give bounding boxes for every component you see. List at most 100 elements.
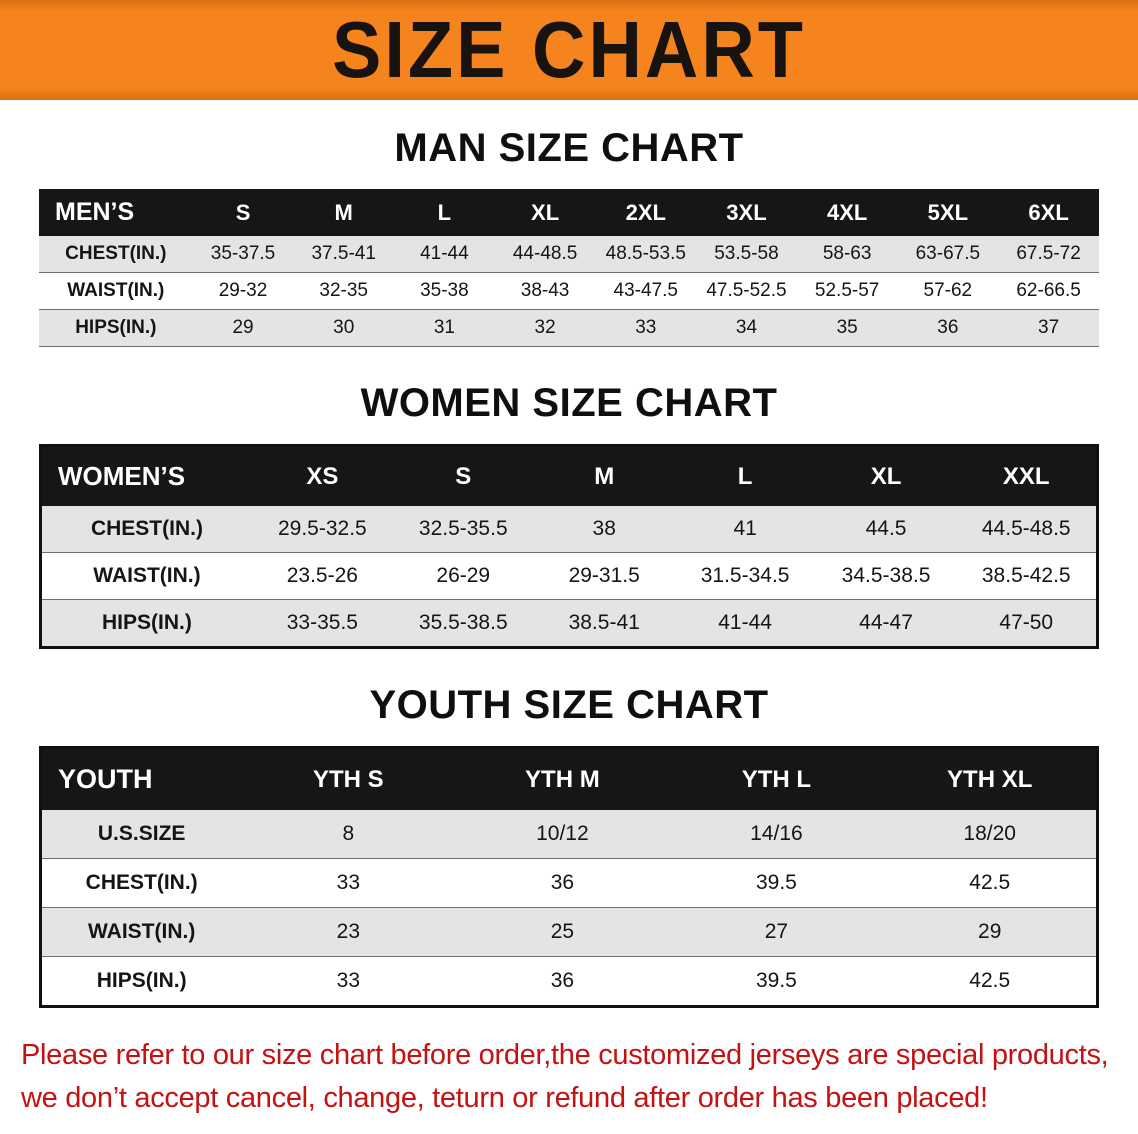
mens-size-table: MEN’S S M L XL 2XL 3XL 4XL 5XL 6XL CHEST(IN.) 35-37… xyxy=(39,189,1099,347)
table-cell: 34 xyxy=(696,309,797,347)
disclaimer-line-2: we don’t accept cancel, change, teturn o… xyxy=(21,1081,988,1114)
column-header: L xyxy=(674,445,816,506)
table-cell: 42.5 xyxy=(883,956,1098,1007)
table-row: HIPS(IN.) 33 36 39.5 42.5 xyxy=(40,956,1098,1007)
table-row: CHEST(IN.) 33 36 39.5 42.5 xyxy=(40,858,1098,908)
table-cell: 38.5-41 xyxy=(533,599,675,648)
table-cell: 23.5-26 xyxy=(251,552,393,600)
table-body: CHEST(IN.) 35-37.5 37.5-41 41-44 44-48.5 48.5… xyxy=(39,236,1099,347)
table-cell: 39.5 xyxy=(669,956,884,1007)
table-cell: 35-38 xyxy=(394,272,495,310)
table-cell: 57-62 xyxy=(897,272,999,310)
table-row: CHEST(IN.) 35-37.5 37.5-41 41-44 44-48.5 48.5… xyxy=(39,236,1099,273)
table-cell: 37 xyxy=(998,309,1099,347)
table-cell: 36 xyxy=(455,956,670,1007)
table-row: WAIST(IN.) 23.5-26 26-29 29-31.5 31.5-34.5 34… xyxy=(40,552,1098,600)
row-label: HIPS(IN.) xyxy=(39,309,193,347)
table-cell: 36 xyxy=(455,858,670,908)
table-cell: 35.5-38.5 xyxy=(392,599,534,648)
table-row: CHEST(IN.) 29.5-32.5 32.5-35.5 38 41 44.5 44.5… xyxy=(40,506,1098,553)
table-cell: 48.5-53.5 xyxy=(595,236,697,273)
header-row: YOUTH YTH S YTH M YTH L YTH XL xyxy=(40,747,1098,810)
womens-size-table: WOMEN’S XS S M L XL XXL CHEST(IN.) 29.5-32.5 32.5… xyxy=(39,444,1099,649)
column-header: XL xyxy=(815,445,957,506)
table-body: U.S.SIZE 8 10/12 14/16 18/20 CHEST(IN.) 33 36 39… xyxy=(40,810,1098,1007)
table-cell: 41-44 xyxy=(394,236,495,273)
table-cell: 41-44 xyxy=(674,599,816,648)
table-cell: 63-67.5 xyxy=(897,236,999,273)
table-row: WAIST(IN.) 23 25 27 29 xyxy=(40,907,1098,957)
table-cell: 53.5-58 xyxy=(696,236,797,273)
table-cell: 29-32 xyxy=(192,272,294,310)
row-label: CHEST(IN.) xyxy=(40,506,252,553)
table-cell: 32 xyxy=(494,309,596,347)
youth-size-chart-heading: YOUTH SIZE CHART xyxy=(369,683,769,727)
row-label: U.S.SIZE xyxy=(40,810,242,859)
youth-size-table-grid: YOUTH YTH S YTH M YTH L YTH XL U.S.SIZE 8 10/12… xyxy=(39,746,1099,1008)
column-header: M xyxy=(293,189,395,236)
youth-size-section: YOUTH SIZE CHART YOUTH YTH S YTH M YTH L YTH… xyxy=(0,683,1138,1008)
row-label: WAIST(IN.) xyxy=(39,272,193,310)
table-cell: 52.5-57 xyxy=(796,272,898,310)
table-cell: 38-43 xyxy=(494,272,596,310)
table-cell: 44-47 xyxy=(815,599,957,648)
table-row: WAIST(IN.) 29-32 32-35 35-38 38-43 43-47.5 47.… xyxy=(39,272,1099,310)
table-cell: 33 xyxy=(241,858,456,908)
women-size-section: WOMEN SIZE CHART WOMEN’S XS S M L XL XXL CHEST(… xyxy=(0,381,1138,649)
row-label: WAIST(IN.) xyxy=(40,907,242,957)
column-header: S xyxy=(192,189,294,236)
man-size-section: MAN SIZE CHART MEN’S S M L XL 2XL 3XL 4XL 5XL 6XL… xyxy=(0,126,1138,347)
table-cell: 31.5-34.5 xyxy=(674,552,816,600)
table-cell: 8 xyxy=(241,810,456,859)
column-header: XL xyxy=(494,189,596,236)
row-label: CHEST(IN.) xyxy=(40,858,242,908)
header-row: WOMEN’S XS S M L XL XXL xyxy=(40,445,1098,506)
row-label: HIPS(IN.) xyxy=(40,599,252,648)
table-title-cell: WOMEN’S xyxy=(40,445,252,506)
table-cell: 29 xyxy=(883,907,1098,957)
disclaimer-line-1: Please refer to our size chart before or… xyxy=(21,1039,1109,1071)
table-cell: 41 xyxy=(674,506,816,553)
column-header: 3XL xyxy=(696,189,797,236)
table-cell: 33 xyxy=(595,309,697,347)
table-cell: 32-35 xyxy=(293,272,395,310)
table-cell: 29-31.5 xyxy=(533,552,675,600)
table-body: CHEST(IN.) 29.5-32.5 32.5-35.5 38 41 44.5 44.5… xyxy=(40,506,1098,648)
disclaimer-text: Please refer to our size chart before or… xyxy=(21,1034,1117,1134)
women-size-chart-heading: WOMEN SIZE CHART xyxy=(360,381,778,425)
table-cell: 36 xyxy=(897,309,999,347)
table-cell: 33-35.5 xyxy=(251,599,393,648)
column-header: L xyxy=(394,189,495,236)
table-row: U.S.SIZE 8 10/12 14/16 18/20 xyxy=(40,810,1098,859)
table-cell: 25 xyxy=(455,907,670,957)
column-header: 6XL xyxy=(998,189,1099,236)
table-cell: 32.5-35.5 xyxy=(392,506,534,553)
man-size-chart-heading: MAN SIZE CHART xyxy=(394,126,744,170)
table-cell: 43-47.5 xyxy=(595,272,697,310)
size-chart-title: SIZE CHART xyxy=(332,4,806,95)
table-cell: 37.5-41 xyxy=(293,236,395,273)
row-label: WAIST(IN.) xyxy=(40,552,252,600)
mens-size-table-grid: MEN’S S M L XL 2XL 3XL 4XL 5XL 6XL CHEST(IN.) 35-37… xyxy=(39,189,1099,347)
column-header: 5XL xyxy=(897,189,999,236)
table-cell: 39.5 xyxy=(669,858,884,908)
column-header: XXL xyxy=(956,445,1098,506)
column-header: YTH M xyxy=(455,747,670,810)
table-cell: 42.5 xyxy=(883,858,1098,908)
column-header: S xyxy=(392,445,534,506)
row-label: HIPS(IN.) xyxy=(40,956,242,1007)
table-cell: 29.5-32.5 xyxy=(251,506,393,553)
youth-size-table: YOUTH YTH S YTH M YTH L YTH XL U.S.SIZE 8 10/12… xyxy=(39,746,1099,1008)
table-title-cell: YOUTH xyxy=(40,747,242,810)
table-cell: 67.5-72 xyxy=(998,236,1099,273)
table-row: HIPS(IN.) 33-35.5 35.5-38.5 38.5-41 41-44 44-… xyxy=(40,599,1098,648)
column-header: YTH XL xyxy=(883,747,1098,810)
column-header: 2XL xyxy=(595,189,697,236)
table-header: YOUTH YTH S YTH M YTH L YTH XL xyxy=(40,747,1098,810)
table-cell: 47-50 xyxy=(956,599,1098,648)
table-row: HIPS(IN.) 29 30 31 32 33 34 35 36 37 xyxy=(39,309,1099,347)
table-cell: 44.5 xyxy=(815,506,957,553)
column-header: 4XL xyxy=(796,189,898,236)
table-cell: 33 xyxy=(241,956,456,1007)
table-cell: 29 xyxy=(192,309,294,347)
